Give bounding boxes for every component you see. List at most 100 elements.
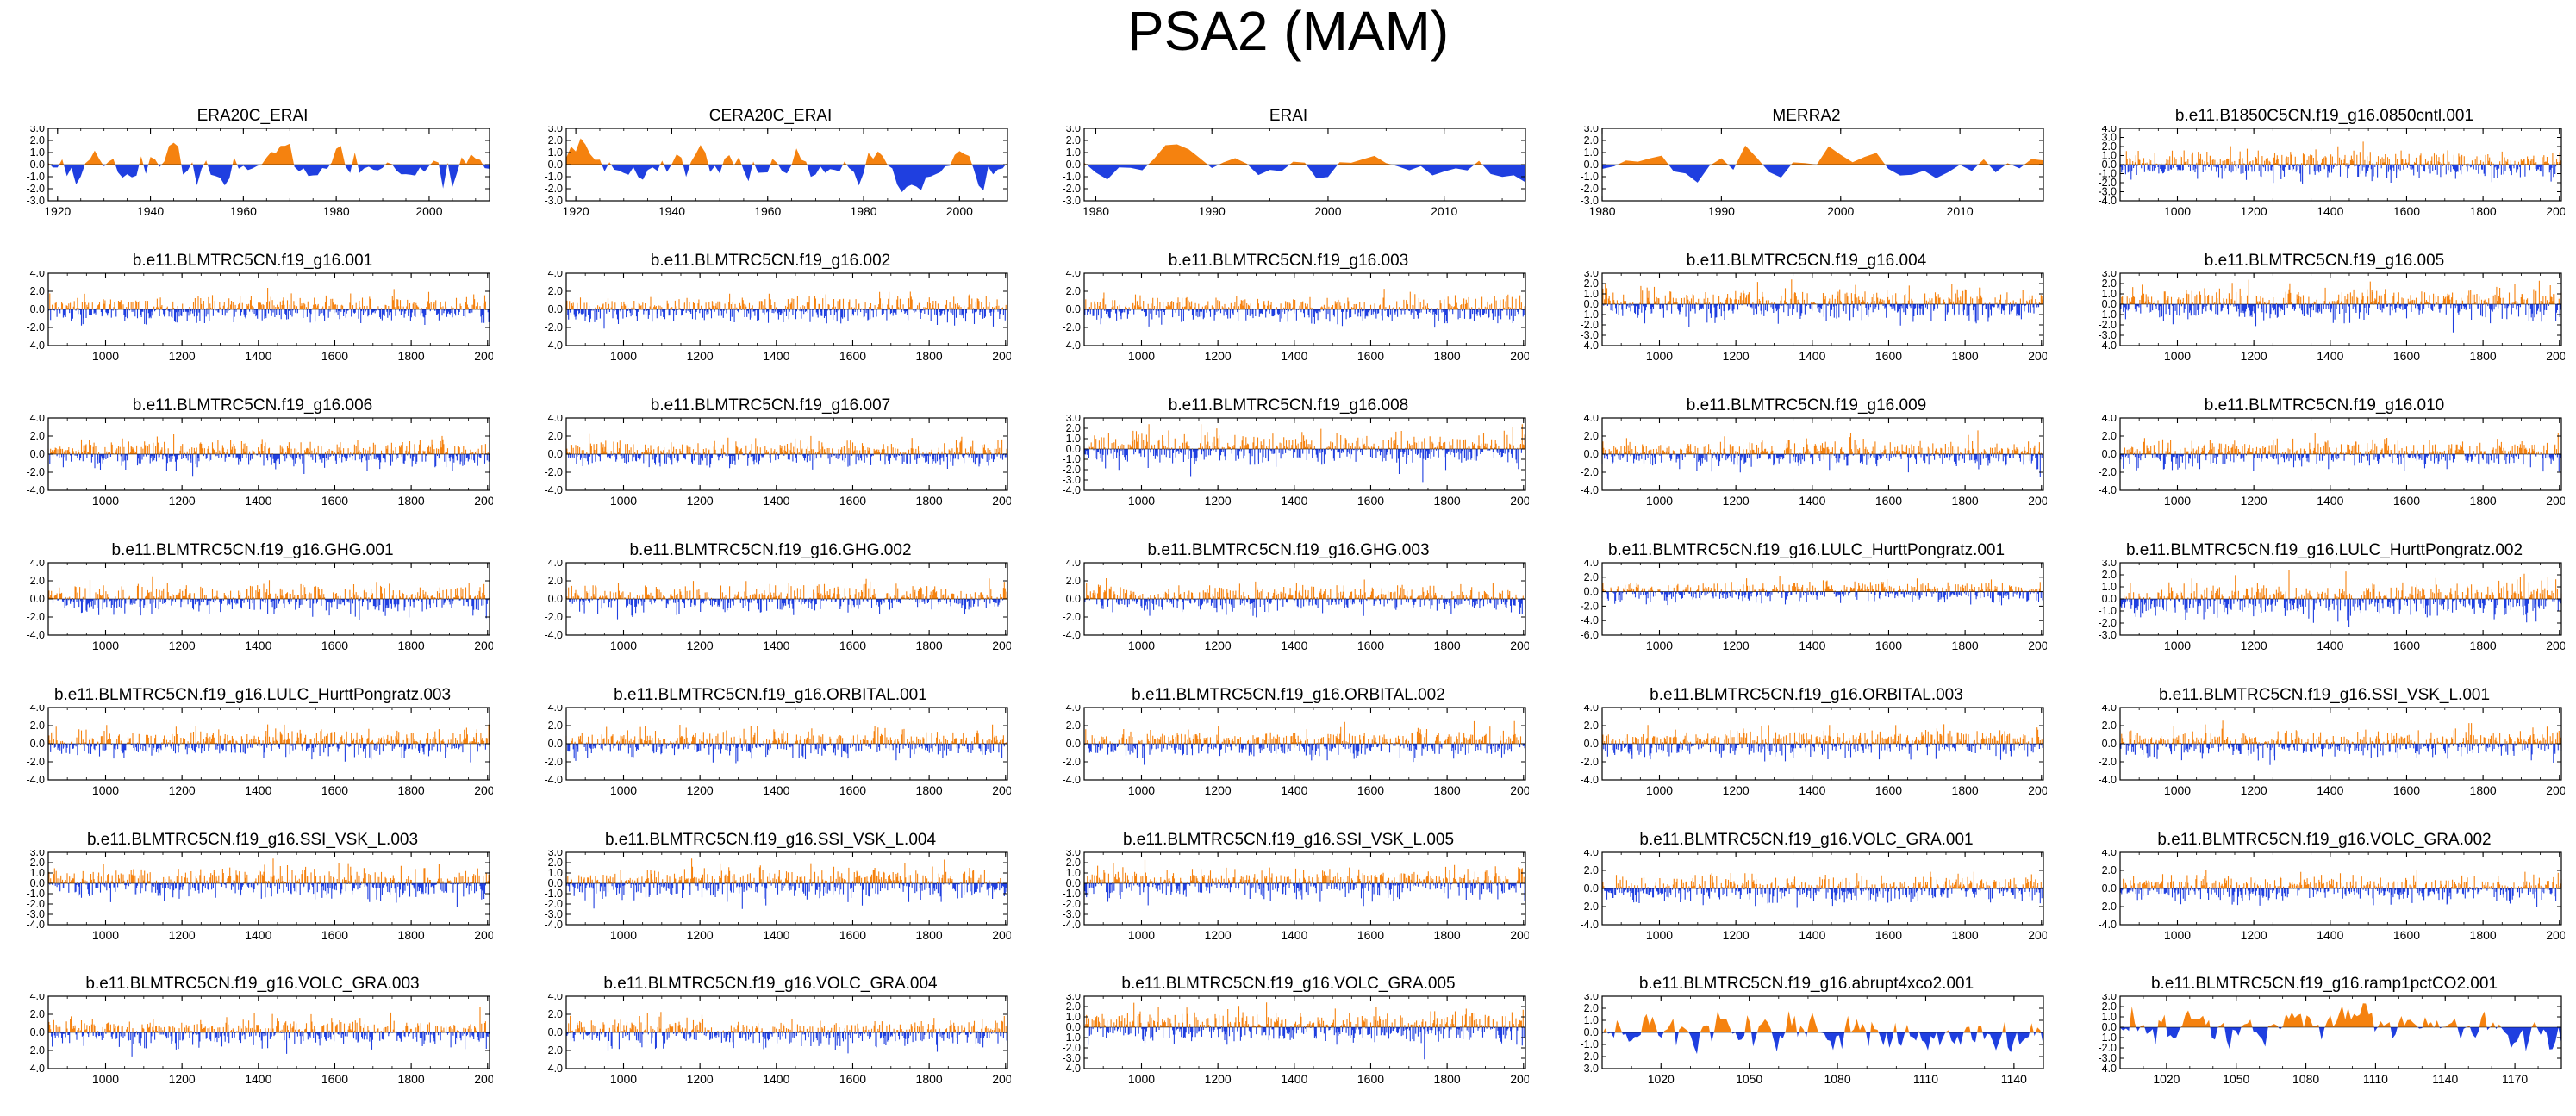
- chart-svg: 4.0 2.0 0.0 -2.0 -4.0 1000 1200 1400 1600 1800 200…: [544, 560, 1011, 652]
- y-tick-label: 0.0: [548, 738, 563, 750]
- chart-panel: b.e11.BLMTRC5CN.f19_g16.ORBITAL.003 4.0 2.…: [1566, 686, 2047, 801]
- x-tick-label: 1200: [169, 928, 196, 942]
- y-tick-label: -4.0: [2098, 1063, 2117, 1075]
- x-tick-label: 1800: [1952, 349, 1979, 363]
- y-tick-label: 4.0: [2102, 415, 2117, 424]
- chart-title: b.e11.BLMTRC5CN.f19_g16.ORBITAL.002: [1132, 686, 1445, 704]
- y-tick-label: 4.0: [2102, 850, 2117, 858]
- y-tick-label: 3.0: [548, 850, 563, 858]
- y-tick-label: 0.0: [1066, 303, 1081, 315]
- x-tick-label: 1200: [2241, 349, 2267, 363]
- chart-panel: b.e11.BLMTRC5CN.f19_g16.SSI_VSK_L.003 3.0…: [12, 831, 493, 945]
- chart-panel: b.e11.BLMTRC5CN.f19_g16.SSI_VSK_L.005 3.0…: [1048, 831, 1529, 945]
- chart-panel: b.e11.BLMTRC5CN.f19_g16.007 4.0 2.0 0.0 -2.0…: [530, 396, 1011, 511]
- x-tick-label: 1200: [1205, 783, 1232, 797]
- x-tick-label: 1200: [169, 494, 196, 508]
- y-tick-label: -4.0: [1062, 340, 1081, 352]
- y-tick-label: 2.0: [2102, 277, 2117, 290]
- negative-anomaly-fill: [1601, 888, 2044, 908]
- chart-title: b.e11.BLMTRC5CN.f19_g16.SSI_VSK_L.001: [2158, 686, 2491, 704]
- x-tick-label: 1200: [2241, 783, 2267, 797]
- negative-anomaly-fill: [2120, 1027, 2561, 1051]
- x-tick-label: 1000: [610, 928, 637, 942]
- x-tick-label: 1000: [1128, 494, 1155, 508]
- y-tick-label: 1.0: [1584, 1014, 1599, 1026]
- y-tick-label: -2.0: [544, 756, 563, 768]
- y-tick-label: 2.0: [1584, 277, 1599, 290]
- y-tick-label: -4.0: [26, 629, 45, 641]
- positive-anomaly-fill: [1084, 1002, 1526, 1027]
- y-tick-label: 4.0: [30, 271, 45, 279]
- y-tick-label: -3.0: [1580, 329, 1599, 341]
- y-tick-label: 1.0: [548, 147, 563, 159]
- chart-title: b.e11.BLMTRC5CN.f19_g16.ORBITAL.001: [614, 686, 927, 704]
- y-tick-label: -2.0: [26, 1044, 45, 1057]
- chart-title: b.e11.BLMTRC5CN.f19_g16.010: [2204, 396, 2445, 415]
- x-tick-label: 2010: [1947, 204, 1974, 218]
- y-tick-label: 4.0: [1584, 850, 1599, 858]
- negative-anomaly-fill: [1601, 591, 2044, 606]
- x-tick-label: 1000: [610, 494, 637, 508]
- x-tick-label: 1000: [1646, 494, 1673, 508]
- x-tick-label: 1940: [658, 204, 685, 218]
- positive-anomaly-fill: [566, 138, 1007, 165]
- chart-svg: 4.0 2.0 0.0 -2.0 -4.0 1000 1200 1400 1600 1800 200…: [544, 415, 1011, 508]
- x-tick-label: 1800: [398, 928, 425, 942]
- x-tick-label: 2000: [1510, 639, 1529, 652]
- y-tick-label: -2.0: [2098, 901, 2117, 913]
- chart-title: b.e11.BLMTRC5CN.f19_g16.003: [1168, 252, 1409, 270]
- x-tick-label: 1400: [1281, 494, 1307, 508]
- x-tick-label: 1000: [92, 783, 119, 797]
- y-tick-label: -3.0: [2098, 1052, 2117, 1064]
- positive-anomaly-fill: [1083, 424, 1526, 449]
- y-tick-label: 3.0: [2102, 994, 2117, 1002]
- x-tick-label: 1600: [839, 639, 866, 652]
- y-tick-label: 2.0: [548, 134, 563, 147]
- chart-title: b.e11.BLMTRC5CN.f19_g16.009: [1686, 396, 1927, 415]
- chart-svg: 4.0 2.0 0.0 -2.0 -4.0 1000 1200 1400 1600 1800 200…: [1062, 560, 1529, 652]
- plot-frame: [1601, 562, 2044, 636]
- chart-svg: 3.02.01.00.0-1.0-2.0-3.0-4.0 1000 1200 1400…: [26, 850, 493, 942]
- x-tick-label: 2000: [474, 1072, 493, 1086]
- x-tick-label: 2010: [1431, 204, 1457, 218]
- x-tick-label: 1000: [92, 639, 119, 652]
- x-tick-label: 1020: [2153, 1072, 2180, 1086]
- positive-anomaly-fill: [1602, 871, 2043, 888]
- y-tick-label: 2.0: [30, 1008, 45, 1020]
- y-tick-label: 1.0: [2102, 581, 2117, 593]
- x-tick-label: 2000: [1510, 349, 1529, 363]
- y-tick-label: -3.0: [2098, 329, 2117, 341]
- chart-svg: 4.0 2.0 0.0 -2.0 -4.0 1000 1200 1400 1600 1800 200…: [544, 705, 1011, 797]
- chart-panel: b.e11.BLMTRC5CN.f19_g16.abrupt4xco2.001 3…: [1566, 975, 2047, 1089]
- x-tick-label: 1200: [2241, 204, 2267, 218]
- x-tick-label: 1050: [1736, 1072, 1762, 1086]
- chart-svg: 4.0 2.0 0.0 -2.0 -4.0 1000 1200 1400 1600 1800 200…: [544, 271, 1011, 363]
- x-tick-label: 1400: [245, 1072, 271, 1086]
- x-tick-label: 1000: [92, 1072, 119, 1086]
- chart-title: CERA20C_ERAI: [708, 107, 833, 125]
- y-tick-label: 1.0: [2102, 150, 2117, 162]
- y-tick-label: 3.0: [1584, 994, 1599, 1002]
- x-tick-label: 2000: [2546, 783, 2565, 797]
- y-tick-label: 0.0: [1584, 159, 1599, 171]
- x-tick-label: 1140: [2432, 1072, 2458, 1086]
- positive-anomaly-fill: [2120, 1003, 2561, 1027]
- positive-anomaly-fill: [1083, 859, 1525, 883]
- y-tick-label: 2.0: [548, 1008, 563, 1020]
- y-tick-label: -2.0: [1580, 600, 1599, 612]
- chart-panel: b.e11.BLMTRC5CN.f19_g16.ramp1pctCO2.001 3…: [2084, 975, 2565, 1089]
- x-tick-label: 2000: [474, 639, 493, 652]
- y-tick-label: -4.0: [2098, 774, 2117, 786]
- y-tick-label: 3.0: [30, 126, 45, 134]
- y-tick-label: -4.0: [1062, 629, 1081, 641]
- chart-svg: 3.02.01.00.0-1.0-2.0-3.0-4.0 1000 1200 1400…: [1062, 850, 1529, 942]
- y-tick-label: 2.0: [1066, 857, 1081, 869]
- chart-panel: b.e11.BLMTRC5CN.f19_g16.VOLC_GRA.005 3.0 2…: [1048, 975, 1529, 1089]
- y-tick-label: -4.0: [1580, 919, 1599, 931]
- figure-title: PSA2 (MAM): [1126, 0, 1450, 62]
- y-tick-label: 0.0: [1066, 159, 1081, 171]
